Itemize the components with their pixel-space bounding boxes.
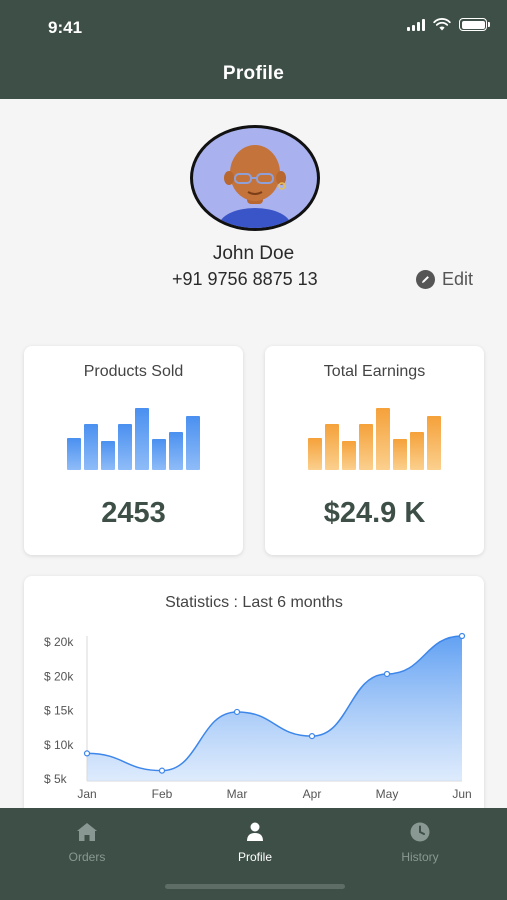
home-indicator (165, 884, 345, 889)
x-tick-label: Jan (77, 787, 96, 801)
products-sold-bar (101, 441, 115, 470)
total-earnings-bar (325, 423, 339, 470)
products-sold-bar (135, 407, 149, 470)
products-sold-value: 2453 (101, 497, 166, 529)
series-area (87, 636, 462, 781)
x-tick-label: Jun (452, 787, 471, 801)
y-tick-label: $ 10k (44, 738, 74, 752)
nav-item-orders[interactable]: Orders (27, 822, 147, 864)
pencil-icon (416, 270, 435, 289)
products-sold-bar (169, 431, 183, 470)
statistics-card: Statistics : Last 6 months Jan Feb Mar Apr M… (24, 576, 484, 816)
person-icon (247, 822, 263, 841)
data-point (233, 708, 241, 716)
products-sold-bar (67, 438, 81, 470)
x-tick-label: May (376, 787, 399, 801)
nav-item-history[interactable]: History (360, 822, 480, 864)
data-point (458, 632, 466, 640)
y-tick-label: $ 20k (44, 635, 74, 649)
nav-label-profile: Profile (237, 850, 272, 864)
y-tick-label: $ 15k (44, 704, 74, 718)
total-earnings-bar (427, 416, 441, 470)
x-tick-label: Feb (152, 787, 173, 801)
status-icons (407, 18, 490, 31)
status-time: 9:41 (48, 18, 83, 37)
avatar (190, 125, 320, 231)
statistics-chart: Jan Feb Mar Apr May Jun $ 5k $ 10k $ 15k $ 20k $ 2… (44, 632, 472, 801)
products-sold-bar (152, 439, 166, 470)
total-earnings-value: $24.9 K (323, 497, 426, 529)
header-bar: 9:41 Profile (0, 0, 507, 99)
signal-icon (407, 18, 425, 31)
products-sold-bar (186, 416, 200, 470)
products-sold-bar (118, 423, 132, 470)
y-tick-label: $ 5k (44, 772, 68, 786)
x-tick-label: Apr (303, 787, 322, 801)
total-earnings-bar (376, 407, 390, 470)
data-point (383, 670, 391, 678)
total-earnings-title: Total Earnings (323, 363, 426, 380)
edit-button[interactable]: Edit (416, 269, 473, 290)
total-earnings-bar (308, 438, 322, 470)
data-point (83, 750, 91, 757)
products-sold-bar (84, 423, 98, 470)
total-earnings-bar (393, 439, 407, 470)
total-earnings-bar (410, 431, 424, 470)
total-earnings-card: Total Earnings $24.9 K (265, 346, 484, 555)
page-title: Profile (222, 63, 285, 84)
products-sold-card: Products Sold 2453 (24, 346, 243, 555)
edit-label: Edit (442, 269, 474, 289)
nav-label-history: History (401, 850, 439, 864)
user-phone: +91 9756 8875 13 (172, 269, 318, 289)
user-name: John Doe (212, 243, 295, 264)
data-point (308, 733, 316, 740)
y-tick-label: $ 20k (44, 669, 74, 683)
total-earnings-bar (342, 441, 356, 470)
x-tick-label: Mar (227, 787, 248, 801)
clock-icon (410, 822, 430, 842)
battery-icon (459, 18, 490, 31)
nav-label-orders: Orders (68, 850, 106, 864)
statistics-title: Statistics : Last 6 months (165, 594, 343, 611)
total-earnings-bar (359, 423, 373, 470)
products-sold-mini-chart (67, 406, 200, 470)
home-icon (77, 823, 97, 841)
wifi-icon (433, 18, 451, 31)
data-point (158, 767, 166, 774)
products-sold-title: Products Sold (83, 363, 184, 380)
nav-item-profile[interactable]: Profile (195, 822, 315, 864)
total-earnings-mini-chart (308, 406, 441, 470)
